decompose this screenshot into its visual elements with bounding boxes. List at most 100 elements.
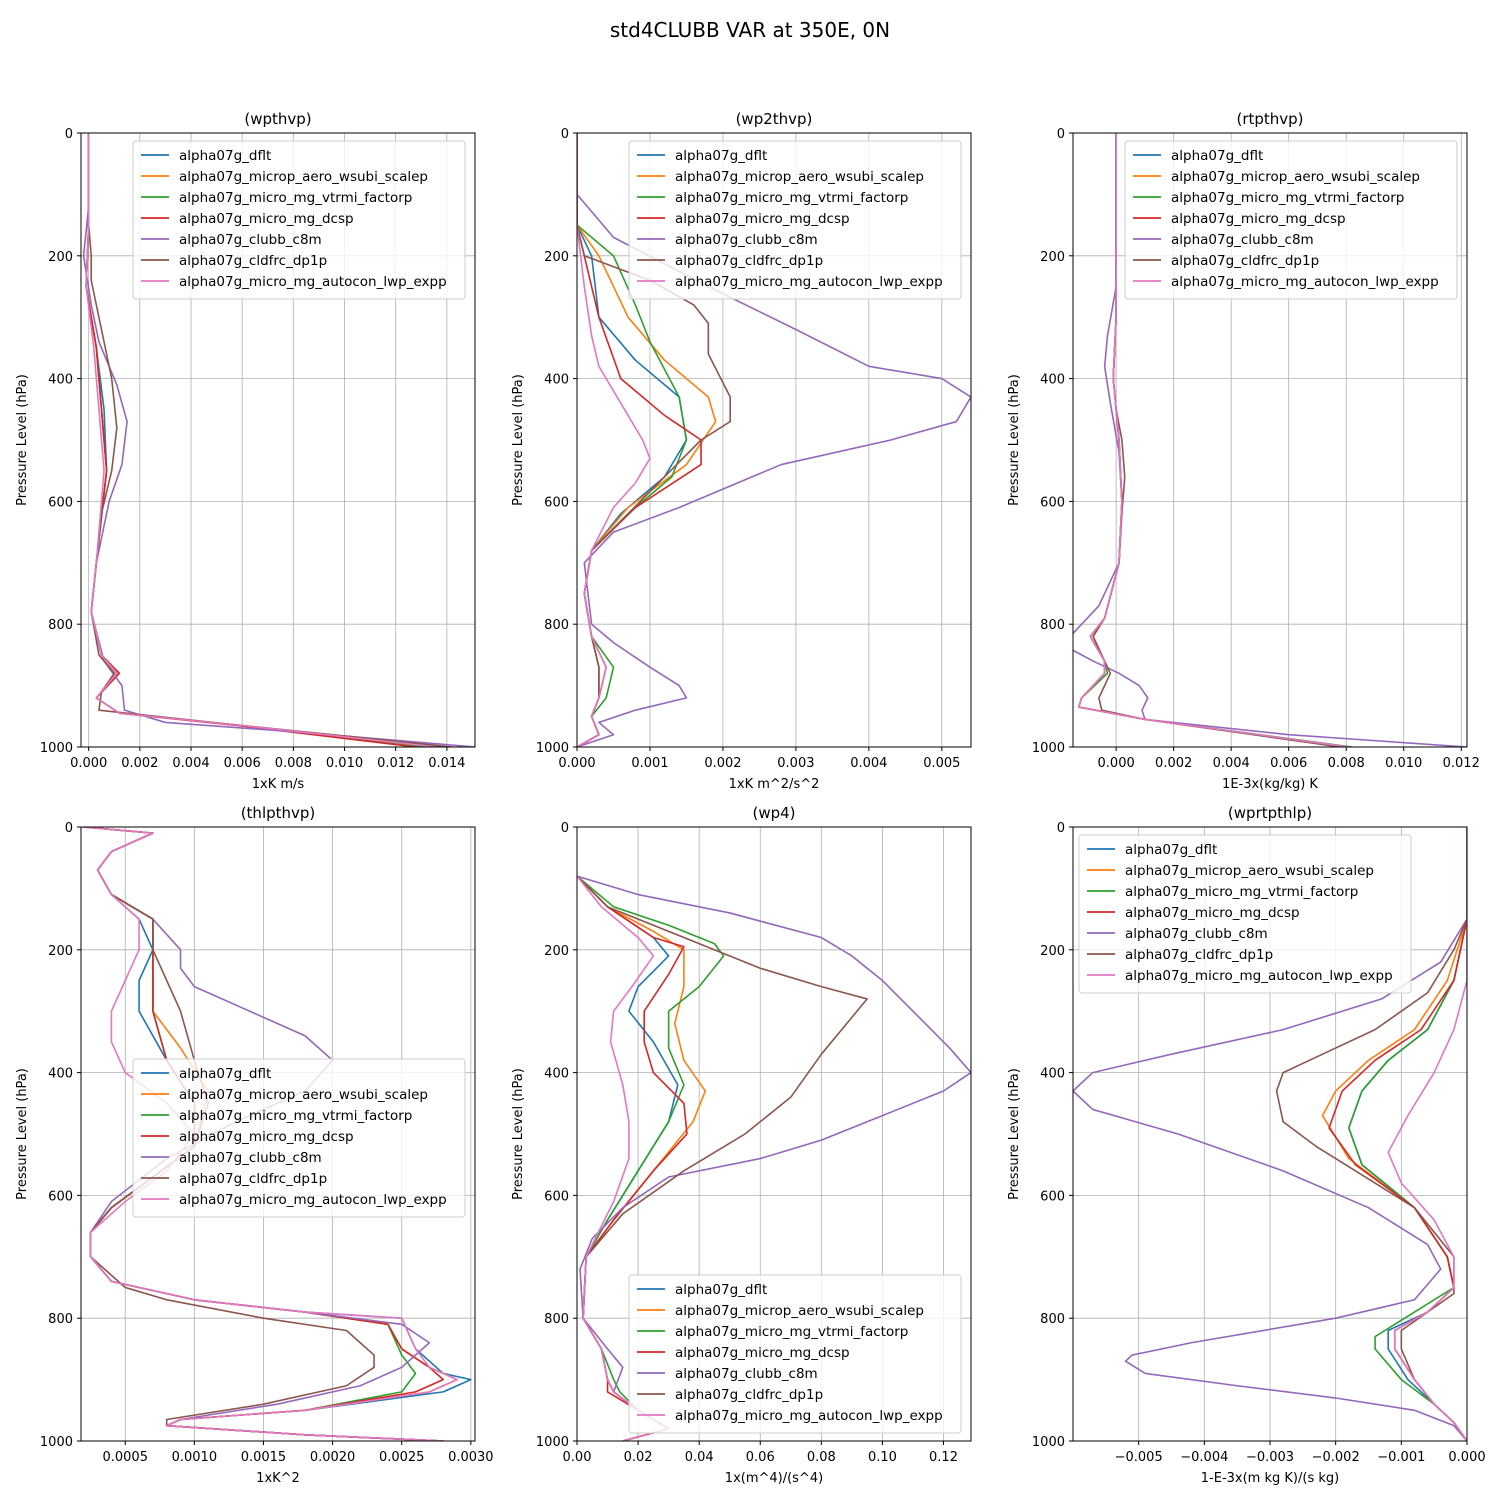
y-tick-label: 400	[48, 373, 73, 388]
y-axis-label: Pressure Level (hPa)	[1007, 374, 1022, 506]
legend-entry: alpha07g_clubb_c8m	[179, 1150, 322, 1166]
panel-title: (wprtpthlp)	[1228, 804, 1312, 822]
legend-entry: alpha07g_clubb_c8m	[675, 232, 818, 248]
x-tick-label: 0.12	[929, 1450, 958, 1465]
y-tick-label: 1000	[40, 1435, 73, 1450]
legend-entry: alpha07g_micro_mg_dcsp	[675, 1345, 850, 1361]
legend-entry: alpha07g_clubb_c8m	[179, 232, 322, 248]
x-tick-label: 0.010	[1385, 756, 1422, 771]
x-tick-label: 0.0005	[102, 1450, 148, 1465]
series-group-wpthvp	[82, 133, 475, 747]
y-tick-label: 400	[1040, 1067, 1065, 1082]
y-tick-label: 1000	[536, 741, 569, 756]
y-tick-label: 200	[544, 944, 569, 959]
figure-title: std4CLUBB VAR at 350E, 0N	[610, 18, 890, 42]
y-tick-label: 200	[1040, 944, 1065, 959]
legend-entry: alpha07g_cldfrc_dp1p	[1171, 253, 1319, 269]
series-line-alpha07g_clubb_c8m	[1073, 827, 1467, 1441]
x-tick-label: 0.002	[121, 756, 158, 771]
legend-entry: alpha07g_dflt	[1171, 148, 1263, 164]
y-axis-label: Pressure Level (hPa)	[15, 374, 30, 506]
panels: 0.000 0.002 0.004 0.006 0.008 0.010 0.012 0.014…	[15, 110, 1486, 1486]
series-line-alpha07g_micro_mg_autocon_lwp_expp	[577, 133, 651, 747]
x-tick-label: 0.010	[326, 756, 363, 771]
x-tick-label: 0.0030	[448, 1450, 494, 1465]
legend-entry: alpha07g_micro_mg_autocon_lwp_expp	[675, 1408, 943, 1424]
legend-entry: alpha07g_micro_mg_dcsp	[179, 211, 354, 227]
legend-entry: alpha07g_micro_mg_dcsp	[1171, 211, 1346, 227]
legend-box	[132, 140, 466, 300]
x-axis-label: 1xK^2	[256, 1471, 300, 1486]
legend-entry: alpha07g_micro_mg_vtrmi_factorp	[1171, 190, 1404, 206]
series-group-wprtpthlp	[1073, 827, 1467, 1441]
x-tick-label: 0.000	[70, 756, 107, 771]
y-tick-label: 0	[1057, 821, 1065, 836]
y-tick-label: 800	[544, 618, 569, 633]
series-group-wp4	[577, 875, 971, 1441]
x-tick-label: 0.008	[1328, 756, 1365, 771]
series-line-alpha07g_cldfrc_dp1p	[83, 827, 444, 1441]
axes-frame	[80, 132, 476, 748]
series-line-alpha07g_micro_mg_dcsp	[577, 875, 688, 1441]
series-line-alpha07g_micro_mg_autocon_lwp_expp	[1077, 133, 1350, 747]
y-tick-label: 600	[1040, 1189, 1065, 1204]
legend-entry: alpha07g_microp_aero_wsubi_scalep	[179, 1087, 428, 1103]
x-tick-label: 0.04	[685, 1450, 714, 1465]
panel-title: (thlpthvp)	[241, 804, 316, 822]
legend-entry: alpha07g_microp_aero_wsubi_scalep	[675, 169, 924, 185]
x-tick-label: −0.005	[1115, 1450, 1163, 1465]
x-axis-label: 1-E-3x(m kg K)/(s kg)	[1201, 1471, 1339, 1486]
series-group-wp2thvp	[577, 133, 971, 747]
y-tick-label: 0	[65, 821, 73, 836]
series-group-rtpthvp	[1073, 133, 1467, 747]
axes-frame	[576, 132, 972, 748]
panel-rtpthvp: 0.000 0.002 0.004 0.006 0.008 0.010 0.012 0 200 4…	[1007, 110, 1480, 792]
y-tick-label: 0	[561, 821, 569, 836]
x-tick-label: 0.014	[428, 756, 465, 771]
panel-wprtpthlp: −0.005 −0.004 −0.003 −0.002 −0.001 0.000 0 200 4…	[1007, 804, 1486, 1486]
x-tick-label: 0.008	[275, 756, 312, 771]
legend-entry: alpha07g_micro_mg_vtrmi_factorp	[1125, 884, 1358, 900]
series-line-alpha07g_micro_mg_autocon_lwp_expp	[577, 875, 670, 1441]
x-tick-label: 0.006	[224, 756, 261, 771]
panel-title: (rtpthvp)	[1236, 110, 1303, 128]
legend-entry: alpha07g_dflt	[179, 1066, 271, 1082]
legend-entry: alpha07g_cldfrc_dp1p	[179, 253, 327, 269]
x-tick-label: 0.002	[704, 756, 741, 771]
series-line-alpha07g_clubb_c8m	[1073, 133, 1467, 747]
x-axis-label: 1xK m/s	[252, 777, 305, 792]
y-tick-label: 0	[65, 127, 73, 142]
legend-entry: alpha07g_micro_mg_vtrmi_factorp	[179, 1108, 412, 1124]
series-line-alpha07g_micro_mg_autocon_lwp_expp	[1387, 827, 1467, 1441]
x-tick-label: 0.10	[868, 1450, 897, 1465]
x-tick-label: 0.003	[777, 756, 814, 771]
x-tick-label: 0.001	[631, 756, 668, 771]
y-tick-label: 200	[1040, 250, 1065, 265]
y-tick-label: 400	[48, 1067, 73, 1082]
y-tick-label: 200	[48, 944, 73, 959]
y-tick-label: 800	[1040, 618, 1065, 633]
y-tick-label: 800	[48, 1312, 73, 1327]
x-tick-label: −0.004	[1180, 1450, 1228, 1465]
legend-entry: alpha07g_micro_mg_autocon_lwp_expp	[179, 274, 447, 290]
x-tick-label: 0.02	[624, 1450, 653, 1465]
axes-frame	[1072, 132, 1468, 748]
x-tick-label: 0.06	[746, 1450, 775, 1465]
y-tick-label: 600	[48, 495, 73, 510]
panel-title: (wp2thvp)	[736, 110, 813, 128]
y-axis-label: Pressure Level (hPa)	[15, 1068, 30, 1200]
legend-entry: alpha07g_clubb_c8m	[675, 1366, 818, 1382]
y-tick-label: 400	[1040, 373, 1065, 388]
y-tick-label: 1000	[40, 741, 73, 756]
legend-entry: alpha07g_cldfrc_dp1p	[675, 253, 823, 269]
panel-wp2thvp: 0.000 0.001 0.002 0.003 0.004 0.005 0 200 400 600…	[511, 110, 972, 792]
legend-entry: alpha07g_cldfrc_dp1p	[675, 1387, 823, 1403]
series-line-alpha07g_clubb_c8m	[577, 875, 971, 1441]
x-tick-label: 0.0010	[172, 1450, 218, 1465]
legend-entry: alpha07g_micro_mg_vtrmi_factorp	[675, 1324, 908, 1340]
x-axis-label: 1xK m^2/s^2	[729, 777, 820, 792]
panel-title: (wpthvp)	[244, 110, 311, 128]
legend-box	[1078, 834, 1412, 994]
y-tick-label: 400	[544, 1067, 569, 1082]
legend-box	[628, 1274, 962, 1434]
